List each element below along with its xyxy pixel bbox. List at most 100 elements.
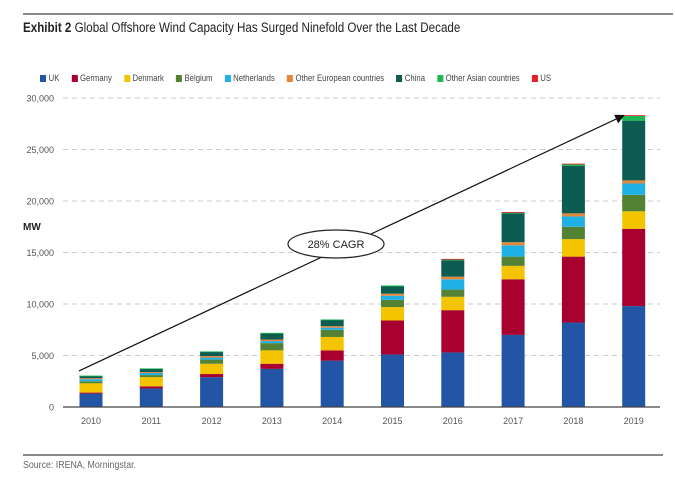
x-tick-label: 2010 (81, 416, 101, 426)
x-tick-label: 2011 (142, 416, 161, 426)
bar-segment-china (200, 351, 224, 357)
x-tick-label: 2019 (624, 416, 644, 426)
bar-segment-other-european-countries (200, 356, 224, 358)
bar-segment-denmark (381, 307, 404, 321)
bar-segment-germany (200, 374, 224, 378)
bar-segment-us (622, 115, 646, 117)
bar-segment-other-asian-countries (79, 375, 103, 377)
bar-segment-other-european-countries (381, 293, 404, 296)
bar-segment-germany (320, 350, 344, 361)
bar-segment-uk (79, 393, 103, 407)
legend-swatch (531, 74, 538, 82)
legend-item: Denmark (123, 73, 164, 83)
bar-stack (622, 115, 646, 407)
bar-segment-uk (622, 306, 646, 407)
bar-segment-netherlands (381, 295, 404, 300)
legend-item: Germany (71, 73, 112, 83)
bar-segment-us (441, 258, 465, 260)
bar-segment-belgium (501, 256, 525, 266)
bars (79, 115, 646, 407)
legend-label: Germany (80, 73, 112, 83)
bar-segment-belgium (441, 289, 465, 297)
top-rule (23, 13, 673, 15)
legend-swatch (40, 74, 47, 82)
bar-segment-germany (260, 363, 284, 369)
bar-segment-other-european-countries (501, 242, 525, 246)
bar-stack (200, 351, 224, 407)
bar-segment-netherlands (561, 216, 585, 227)
bar-segment-netherlands (139, 373, 163, 376)
bar-segment-germany (501, 279, 525, 335)
legend-label: Denmark (132, 73, 164, 83)
legend-swatch (224, 74, 231, 82)
bar-segment-china (561, 165, 585, 214)
legend-item: Other Asian countries (437, 73, 520, 83)
bar-segment-uk (501, 334, 525, 407)
bottom-rule (23, 454, 663, 456)
bar-segment-other-asian-countries (320, 319, 344, 321)
bar-segment-other-european-countries (561, 213, 585, 217)
gridlines (63, 97, 660, 356)
legend-label: Belgium (184, 73, 213, 83)
bar-segment-china (381, 286, 404, 294)
bar-segment-other-asian-countries (501, 212, 525, 214)
bar-segment-uk (441, 352, 465, 407)
bar-segment-netherlands (260, 341, 284, 344)
bar-segment-belgium (320, 329, 344, 337)
bar-segment-china (139, 368, 163, 372)
bar-segment-other-asian-countries (622, 115, 646, 121)
bar-segment-china (622, 120, 646, 181)
bar-segment-belgium (381, 299, 404, 308)
bar-segment-uk (200, 377, 224, 407)
bar-segment-other-european-countries (139, 371, 163, 374)
bar-segment-denmark (200, 363, 224, 375)
y-axis: 0 5,000 10,000 15,000 20,000 25,000 30,000 (26, 94, 54, 413)
bar-segment-belgium (561, 226, 585, 240)
y-tick-label: 10,000 (26, 300, 54, 310)
bar-segment-uk (139, 388, 163, 407)
bar-segment-netherlands (441, 279, 465, 290)
bar-segment-other-european-countries (260, 339, 284, 342)
bar-segment-germany (561, 256, 585, 323)
bar-segment-uk (561, 322, 585, 407)
bar-segment-uk (260, 368, 284, 407)
bar-segment-other-asian-countries (200, 351, 224, 353)
bar-segment-denmark (320, 336, 344, 351)
bar-segment-netherlands (200, 357, 224, 360)
legend-item: Netherlands (224, 73, 275, 83)
bar-segment-belgium (622, 194, 646, 212)
y-tick-label: 25,000 (26, 145, 54, 155)
legend-label: UK (48, 73, 60, 83)
y-tick-label: 0 (49, 403, 54, 413)
bar-segment-belgium (260, 343, 284, 351)
bar-segment-china (320, 319, 344, 327)
title-text: Global Offshore Wind Capacity Has Surged… (74, 20, 461, 35)
bar-segment-china (441, 260, 465, 277)
y-tick-label: 5,000 (31, 351, 54, 361)
legend-swatch (286, 74, 293, 82)
exhibit-label: Exhibit 2 (23, 20, 72, 35)
x-axis: 2010 2011 2012 2013 2014 2015 2016 2017 2018 2019 (63, 406, 660, 426)
bar-segment-germany (139, 386, 163, 389)
bar-segment-denmark (501, 265, 525, 280)
legend-swatch (123, 74, 130, 82)
legend-label: Other European countries (295, 73, 385, 83)
y-tick-label: 15,000 (26, 248, 54, 258)
legend-item: US (531, 73, 552, 83)
bar-stack (79, 375, 103, 407)
bar-segment-other-european-countries (320, 326, 344, 328)
x-tick-label: 2012 (202, 416, 222, 426)
bar-segment-other-asian-countries (260, 332, 284, 334)
bar-segment-germany (79, 392, 103, 394)
bar-segment-china (79, 376, 103, 379)
legend-item: Belgium (175, 73, 213, 83)
legend-swatch (396, 74, 403, 82)
bar-segment-germany (441, 310, 465, 353)
legend-label: US (540, 73, 552, 83)
legend-swatch (175, 74, 182, 82)
bar-segment-denmark (561, 239, 585, 257)
bar-segment-denmark (139, 377, 163, 387)
x-tick-label: 2016 (443, 416, 463, 426)
bar-segment-china (501, 213, 525, 243)
legend-label: Netherlands (233, 73, 275, 83)
